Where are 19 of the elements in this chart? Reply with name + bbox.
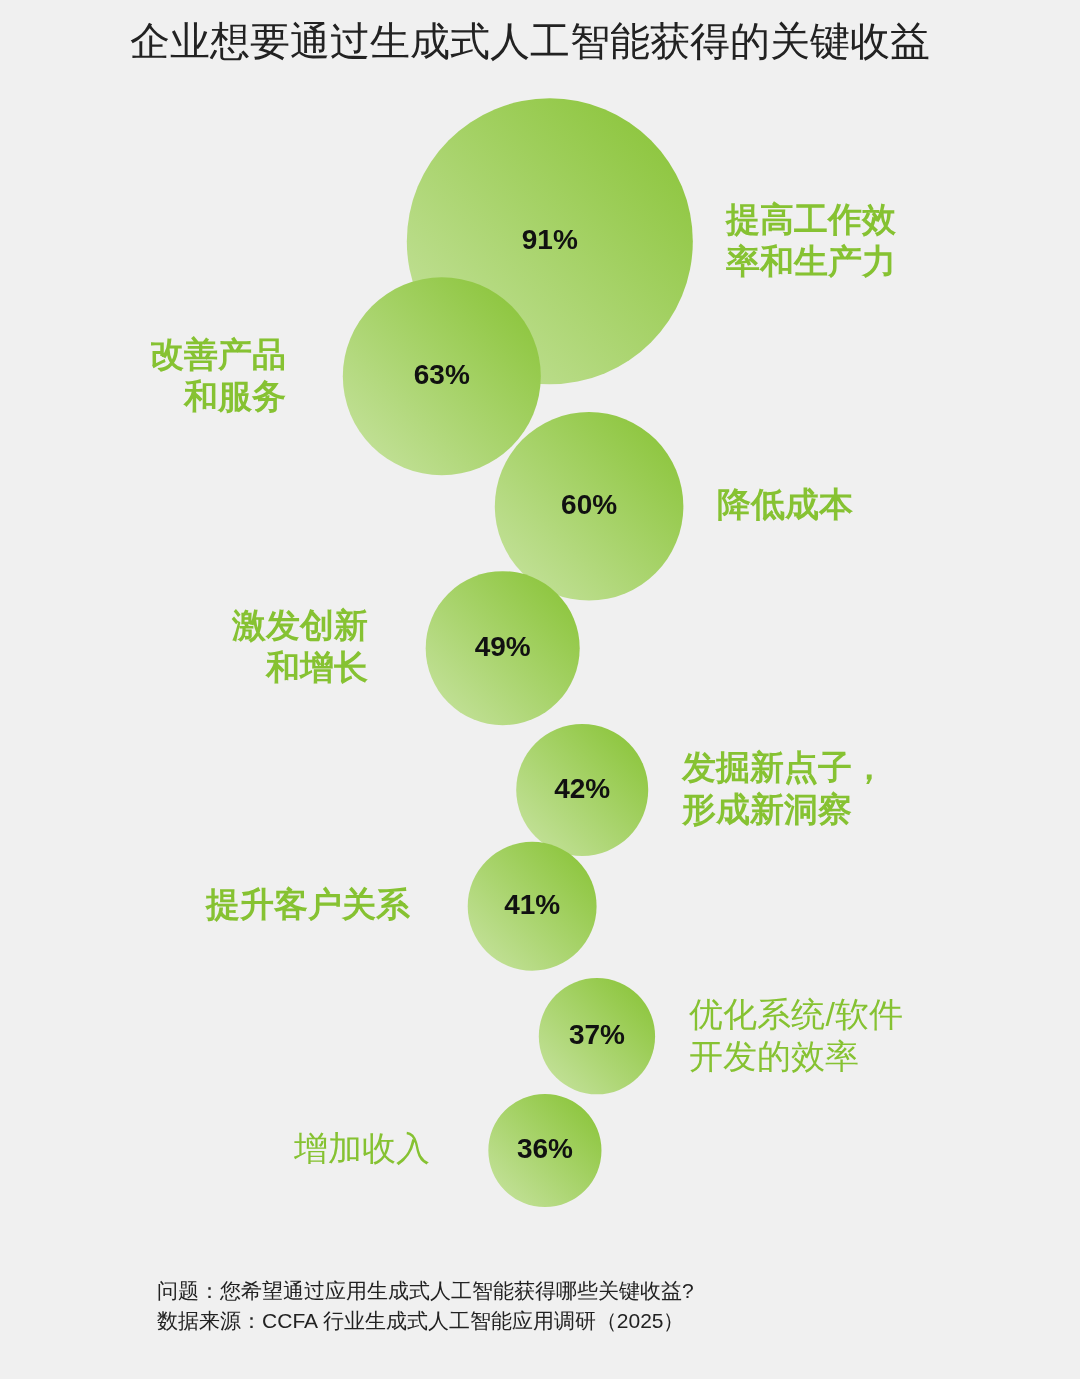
data-label: 42% <box>554 772 611 804</box>
text: 问题：您希望通过应用生成式人工智能获得哪些关键收益? <box>157 1279 694 1303</box>
data-label: 41% <box>504 889 561 921</box>
category-label: 降低成本 <box>717 485 855 524</box>
category-label: 增加收入 <box>293 1129 431 1168</box>
category-label: 激发创新和增长 <box>231 606 369 687</box>
category-label: 发掘新点子，形成新洞察 <box>681 748 887 829</box>
category-label: 优化系统/软件开发的效率 <box>689 994 903 1075</box>
data-label: 63% <box>413 359 470 391</box>
data-label: 91% <box>521 224 578 256</box>
data-label: 36% <box>516 1133 574 1165</box>
text: 企业想要通过生成式人工智能获得的关键收益 <box>130 19 931 64</box>
data-label: 49% <box>474 631 531 663</box>
category-label: 提高工作效率和生产力 <box>724 199 897 280</box>
category-label: 提升客户关系 <box>204 885 411 924</box>
data-label: 37% <box>568 1019 626 1051</box>
data-label: 60% <box>561 489 618 521</box>
category-label: 改善产品和服务 <box>149 334 286 415</box>
source-note: 数据来源：CCFA 行业生成式人工智能应用调研（2025） <box>157 1308 685 1332</box>
